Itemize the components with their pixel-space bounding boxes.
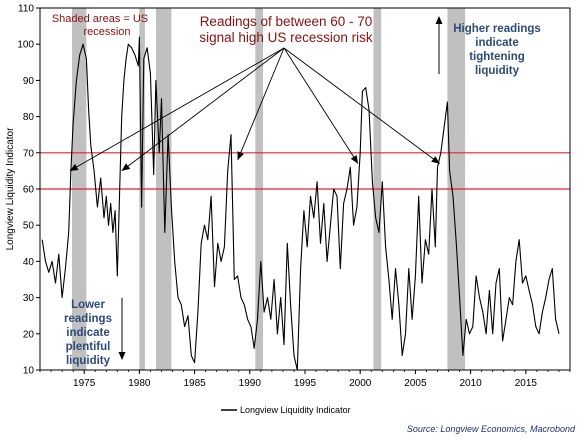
risk-note-line2: signal high US recession risk bbox=[199, 30, 373, 45]
risk-arrow-head bbox=[350, 155, 358, 164]
y-tick-label: 10 bbox=[23, 366, 35, 377]
x-tick-label: 2000 bbox=[349, 378, 372, 389]
x-tick-label: 1985 bbox=[183, 378, 206, 389]
y-axis-label: Longview Liquidity Indicator bbox=[5, 127, 16, 251]
y-tick-label: 100 bbox=[17, 40, 34, 51]
y-tick-label: 110 bbox=[18, 4, 34, 15]
shaded-areas-note-line1: Shaded areas = US bbox=[52, 13, 148, 25]
x-tick-label: 2010 bbox=[460, 378, 483, 389]
lower-readings-line3: indicate bbox=[66, 327, 109, 339]
higher-readings-line4: liquidity bbox=[475, 65, 520, 77]
y-tick-label: 50 bbox=[23, 221, 35, 232]
higher-readings-line1: Higher readings bbox=[453, 23, 541, 35]
risk-arrow-head bbox=[237, 151, 244, 161]
risk-arrow-line bbox=[237, 47, 285, 161]
lower-readings-line5: liquidity bbox=[66, 355, 111, 367]
risk-arrow-head bbox=[69, 163, 79, 171]
risk-arrow-head bbox=[431, 156, 440, 164]
shaded-areas-note-line2: recession bbox=[83, 26, 130, 38]
risk-arrow-head bbox=[121, 163, 131, 171]
lower-readings-line4: plentiful bbox=[66, 341, 111, 353]
y-tick-label: 70 bbox=[23, 148, 35, 159]
threshold-lines-group bbox=[40, 152, 570, 190]
y-axis: 10 20 30 40 50 60 70 80 90 100 110 bbox=[17, 4, 40, 377]
risk-arrow-line bbox=[121, 47, 285, 172]
risk-arrow-line bbox=[283, 47, 359, 164]
x-tick-label: 1995 bbox=[294, 378, 317, 389]
x-tick-label: 2005 bbox=[404, 378, 427, 389]
higher-readings-line2: indicate bbox=[475, 37, 518, 49]
y-tick-label: 90 bbox=[23, 76, 35, 87]
up-arrow-icon bbox=[435, 16, 443, 74]
higher-readings-line3: tightening bbox=[469, 51, 525, 63]
x-tick-label: 1990 bbox=[239, 378, 262, 389]
y-tick-label: 80 bbox=[23, 112, 35, 123]
series-group bbox=[41, 36, 560, 371]
down-arrow-icon bbox=[118, 298, 126, 360]
risk-note-line1: Readings of between 60 - 70 bbox=[200, 14, 373, 29]
x-tick-label: 2015 bbox=[515, 378, 538, 389]
y-tick-label: 30 bbox=[23, 293, 35, 304]
series-line bbox=[41, 36, 560, 371]
x-axis: 1975 1980 1985 1990 1995 2000 2005 2010 2015 bbox=[39, 370, 571, 389]
y-tick-label: 40 bbox=[23, 257, 35, 268]
source-note: Source: Longview Economics, Macrobond bbox=[407, 424, 576, 434]
legend-label: Longview Liquidity Indicator bbox=[240, 405, 351, 415]
x-tick-label: 1975 bbox=[73, 378, 96, 389]
lower-readings-line2: readings bbox=[64, 313, 112, 325]
y-tick-label: 60 bbox=[23, 185, 35, 196]
x-tick-label: 1980 bbox=[128, 378, 151, 389]
lower-readings-line1: Lower bbox=[71, 299, 105, 311]
risk-arrows-group bbox=[69, 47, 440, 172]
legend: Longview Liquidity Indicator bbox=[221, 405, 351, 415]
risk-arrow-line bbox=[69, 47, 285, 172]
y-tick-label: 20 bbox=[23, 329, 35, 340]
risk-arrow-line bbox=[283, 47, 440, 165]
